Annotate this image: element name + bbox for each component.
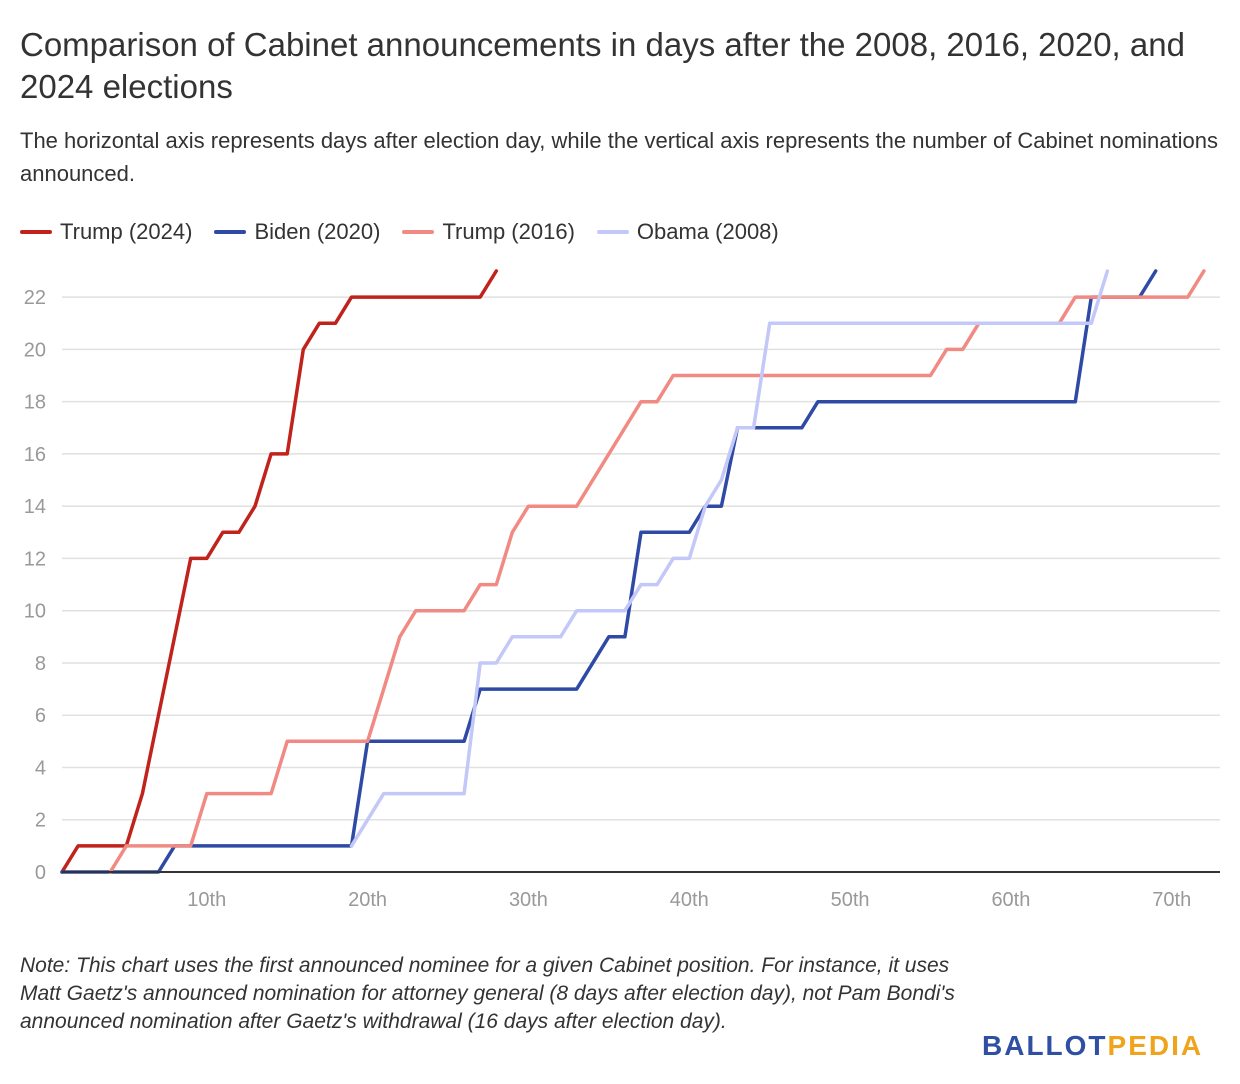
legend-label: Trump (2024) bbox=[60, 219, 193, 244]
y-tick-label: 4 bbox=[35, 757, 46, 779]
y-tick-label: 18 bbox=[24, 392, 46, 414]
y-tick-label: 2 bbox=[35, 810, 46, 832]
legend-item: Trump (2016) bbox=[402, 219, 575, 245]
y-tick-label: 10 bbox=[24, 601, 46, 623]
x-tick-label: 20th bbox=[348, 889, 387, 911]
y-tick-label: 14 bbox=[24, 496, 46, 518]
y-tick-label: 8 bbox=[35, 653, 46, 675]
legend-swatch bbox=[596, 230, 629, 234]
legend-item: Biden (2020) bbox=[214, 219, 380, 245]
logo-part-pedia: PEDIA bbox=[1107, 1030, 1204, 1061]
x-tick-label: 70th bbox=[1152, 889, 1191, 911]
chart-legend: Trump (2024) Biden (2020) Trump (2016) Obam… bbox=[20, 216, 801, 248]
logo-part-ballot: BALLOT bbox=[982, 1030, 1108, 1061]
chart-subtitle: The horizontal axis represents days afte… bbox=[20, 128, 1218, 186]
series-line bbox=[60, 269, 499, 874]
chart-title: Comparison of Cabinet announcements in d… bbox=[20, 26, 1185, 105]
y-tick-label: 22 bbox=[24, 287, 46, 309]
legend-swatch bbox=[402, 230, 435, 234]
legend-item: Obama (2008) bbox=[596, 219, 779, 245]
x-tick-label: 40th bbox=[670, 889, 709, 911]
y-tick-label: 16 bbox=[24, 444, 46, 466]
series-line bbox=[60, 269, 1158, 874]
line-chart: 0 2 4 6 8 10 12 14 16 18 20 22 10th 20th 30th 40th 50th 6… bbox=[24, 269, 1220, 911]
chart-note: Note: This chart uses the first announce… bbox=[20, 954, 955, 1033]
legend-label: Trump (2016) bbox=[442, 219, 575, 244]
y-tick-label: 6 bbox=[35, 705, 46, 727]
ballotpedia-logo: BALLOTPEDIA bbox=[982, 1030, 1203, 1062]
legend-swatch bbox=[214, 230, 247, 234]
series-line bbox=[108, 269, 1206, 874]
x-tick-label: 50th bbox=[831, 889, 870, 911]
x-tick-label: 60th bbox=[991, 889, 1030, 911]
x-tick-label: 10th bbox=[187, 889, 226, 911]
legend-label: Biden (2020) bbox=[254, 219, 381, 244]
legend-item: Trump (2024) bbox=[20, 219, 192, 245]
y-tick-label: 0 bbox=[35, 862, 46, 884]
series-line bbox=[349, 269, 1110, 848]
x-tick-label: 30th bbox=[509, 889, 548, 911]
legend-label: Obama (2008) bbox=[636, 219, 779, 244]
legend-swatch bbox=[20, 230, 52, 234]
y-tick-label: 12 bbox=[24, 548, 46, 570]
y-tick-label: 20 bbox=[24, 339, 46, 361]
